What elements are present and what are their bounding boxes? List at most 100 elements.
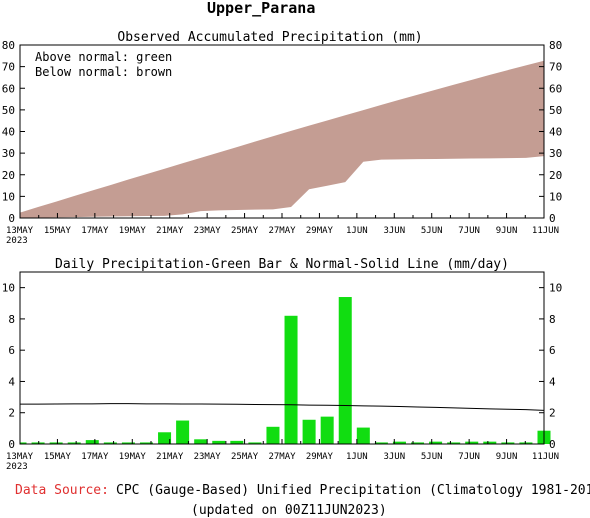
y-tick-label-left: 60 (2, 82, 15, 95)
accumulated-chart: Observed Accumulated Precipitation (mm) … (2, 30, 563, 246)
data-source-label: Data Source: (15, 483, 109, 498)
x-tick-label: 9JUN (496, 226, 518, 236)
x-tick-label: 19MAY (119, 226, 147, 236)
daily-precip-bar (356, 427, 370, 444)
y-tick-label-left: 20 (2, 169, 15, 182)
daily-precip-bar (248, 442, 262, 444)
x-tick-label: 5JUN (421, 452, 443, 462)
daily-precip-bar (320, 416, 334, 444)
daily-precip-bar (483, 441, 497, 444)
y-tick-label-right: 2 (549, 407, 556, 420)
daily-precip-bar (212, 440, 226, 444)
daily-chart-title: Daily Precipitation-Green Bar & Normal-S… (55, 257, 509, 272)
x-tick-label: 1JUN (346, 226, 368, 236)
daily-precip-bar (20, 442, 27, 444)
daily-precip-bar (194, 439, 208, 444)
data-source-text: CPC (Gauge-Based) Unified Precipitation … (116, 483, 590, 498)
daily-precip-bar (158, 432, 172, 444)
daily-precip-bar (230, 440, 244, 444)
daily-precip-bar (49, 442, 63, 444)
x-tick-label: 3JUN (383, 452, 405, 462)
x-tick-label: 21MAY (156, 452, 184, 462)
x-tick-label: 27MAY (268, 226, 296, 236)
page-title: Upper_Parana (207, 0, 315, 17)
x-tick-label: 23MAY (194, 226, 222, 236)
y-tick-label-left: 6 (8, 344, 15, 357)
accumulated-plot-area (20, 60, 544, 218)
y-tick-label-right: 60 (549, 82, 562, 95)
legend-below-normal: Below normal: brown (35, 65, 172, 79)
daily-precip-bar (176, 420, 190, 444)
accumulated-year-label: 2023 (6, 236, 28, 246)
daily-precip-bar (121, 442, 135, 444)
y-tick-label-left: 50 (2, 104, 15, 117)
y-tick-label-right: 8 (549, 313, 556, 326)
x-tick-label: 13MAY (6, 226, 34, 236)
daily-chart: Daily Precipitation-Green Bar & Normal-S… (2, 257, 563, 472)
x-tick-label: 15MAY (44, 226, 72, 236)
y-tick-label-left: 4 (8, 375, 15, 388)
y-tick-label-left: 70 (2, 61, 15, 74)
daily-precip-bar (139, 442, 153, 444)
daily-precip-bar (284, 315, 298, 444)
y-tick-label-left: 40 (2, 126, 15, 139)
y-tick-label-right: 40 (549, 126, 562, 139)
daily-precip-bar (429, 441, 443, 444)
x-tick-label: 17MAY (81, 226, 109, 236)
x-tick-label: 11JUN (532, 226, 559, 236)
y-tick-label-left: 0 (8, 438, 15, 451)
daily-year-label: 2023 (6, 462, 28, 472)
daily-precip-bar (447, 442, 461, 444)
daily-precip-bar (501, 442, 515, 444)
daily-precip-bar (31, 442, 45, 444)
daily-precip-bar (465, 441, 479, 444)
y-tick-label-left: 0 (8, 212, 15, 225)
daily-precip-bar (374, 442, 388, 444)
below-normal-area (20, 60, 544, 218)
y-tick-label-right: 10 (549, 282, 562, 295)
daily-plot-frame (19, 271, 545, 445)
y-tick-label-right: 20 (549, 169, 562, 182)
daily-precip-bar (392, 441, 406, 444)
x-tick-label: 3JUN (383, 226, 405, 236)
y-tick-label-right: 50 (549, 104, 562, 117)
y-tick-label-right: 10 (549, 190, 562, 203)
updated-text: (updated on 00Z11JUN2023) (191, 503, 387, 518)
x-tick-label: 17MAY (81, 452, 109, 462)
y-tick-label-left: 80 (2, 39, 15, 52)
daily-precip-bar (519, 442, 533, 444)
x-tick-label: 9JUN (496, 452, 518, 462)
x-tick-label: 29MAY (306, 226, 334, 236)
x-tick-label: 7JUN (458, 226, 480, 236)
daily-plot-area (20, 297, 551, 444)
x-tick-label: 7JUN (458, 452, 480, 462)
daily-precip-bar (103, 442, 117, 444)
x-tick-label: 27MAY (268, 452, 296, 462)
x-tick-label: 25MAY (231, 226, 259, 236)
x-tick-label: 11JUN (532, 452, 559, 462)
y-tick-label-right: 0 (549, 438, 556, 451)
y-tick-label-right: 30 (549, 147, 562, 160)
y-tick-label-left: 10 (2, 190, 15, 203)
x-tick-label: 1JUN (346, 452, 368, 462)
y-tick-label-right: 4 (549, 375, 556, 388)
daily-precip-bar (67, 442, 81, 444)
y-tick-label-right: 70 (549, 61, 562, 74)
daily-precip-bar (85, 440, 99, 444)
daily-precip-bar (338, 297, 352, 444)
x-tick-label: 19MAY (119, 452, 147, 462)
daily-precip-bar (411, 442, 425, 444)
y-tick-label-left: 8 (8, 313, 15, 326)
normal-line (20, 403, 545, 411)
y-tick-label-left: 10 (2, 282, 15, 295)
x-tick-label: 21MAY (156, 226, 184, 236)
y-tick-label-left: 30 (2, 147, 15, 160)
x-tick-label: 5JUN (421, 226, 443, 236)
x-tick-label: 15MAY (44, 452, 72, 462)
legend-above-normal: Above normal: green (35, 50, 172, 64)
accumulated-axes: 0 0 10 10 20 20 30 30 40 40 50 50 60 60 70 70 80 80 13MAY 1… (2, 39, 563, 236)
y-tick-label-right: 0 (549, 212, 556, 225)
accumulated-chart-title: Observed Accumulated Precipitation (mm) (117, 30, 422, 45)
x-tick-label: 23MAY (194, 452, 222, 462)
